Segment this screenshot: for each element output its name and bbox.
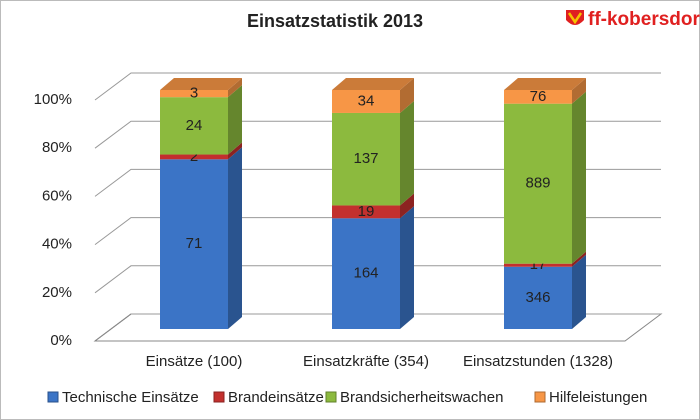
bar-segment [504,251,586,267]
grid-line [94,72,661,101]
bar-front [160,97,228,155]
bar-side [400,100,414,206]
legend-label: Brandsicherheitswachen [340,389,503,406]
y-tick-label: 80% [42,139,72,156]
bar-segment [504,78,586,104]
bar-side [572,91,586,264]
data-label: 164 [353,265,378,282]
bar-segment [160,142,242,160]
data-label: 889 [525,175,550,192]
legend-swatch [47,391,59,403]
x-tick-label: Einsatzstunden (1328) [463,353,613,370]
bar-segment [332,100,414,206]
legend-swatch [325,391,337,403]
bar-segment [332,193,414,219]
bar-side [228,142,242,160]
bar-segment [332,206,414,329]
grid-line [94,265,661,294]
bar-front [332,205,400,219]
data-label: 24 [186,117,203,134]
bar-side [228,147,242,329]
bar-top [504,78,586,90]
data-label: 19 [358,203,375,220]
y-tick-label: 0% [50,332,72,349]
x-tick-label: Einsätze (100) [146,353,243,370]
y-tick-label: 100% [34,91,72,108]
legend-label: Brandeinsätze [228,389,324,406]
legend-swatch [213,391,225,403]
bar-side [400,78,414,113]
x-tick-label: Einsatzkräfte (354) [303,353,429,370]
bar-front [160,159,228,329]
bar-side [572,251,586,267]
y-tick-label: 20% [42,284,72,301]
y-axis [94,313,132,342]
bar-segment [504,91,586,264]
data-label: 3 [190,85,198,102]
bar-side [228,85,242,155]
bar-segment [160,78,242,98]
data-label: 2 [190,148,198,165]
bar-side [572,254,586,329]
bar-top [160,78,242,90]
bar-front [332,218,400,329]
bar-front [332,90,400,113]
bar-side [572,78,586,104]
bar-side [400,193,414,219]
grid-line [94,217,661,246]
bar-front [332,112,400,206]
data-label: 137 [353,150,378,167]
grid-line [94,120,661,149]
bar-side [228,78,242,98]
chart-title: Einsatzstatistik 2013 [247,11,423,31]
data-label: 71 [186,235,203,252]
data-label: 346 [525,289,550,306]
bar-top [332,78,414,90]
bar-front [160,90,228,98]
logo-icon [566,10,584,25]
y-tick-label: 60% [42,187,72,204]
logo-text: ff-kobersdorf.at [588,9,700,30]
legend-label: Technische Einsätze [62,389,199,406]
bar-front [504,263,572,267]
bar-front [160,154,228,160]
bar-segment [504,254,586,329]
legend-label: Hilfeleistungen [549,389,647,406]
data-label: 76 [530,88,547,105]
bar-segment [160,85,242,155]
legend-swatch [534,391,546,403]
grid-line [94,168,661,197]
bar-front [504,266,572,329]
bar-segment [332,78,414,113]
y-tick-label: 40% [42,236,72,253]
bar-front [504,90,572,104]
bar-segment [160,147,242,329]
bar-front [504,103,572,264]
bar-side [400,206,414,329]
data-label: 34 [358,92,375,109]
